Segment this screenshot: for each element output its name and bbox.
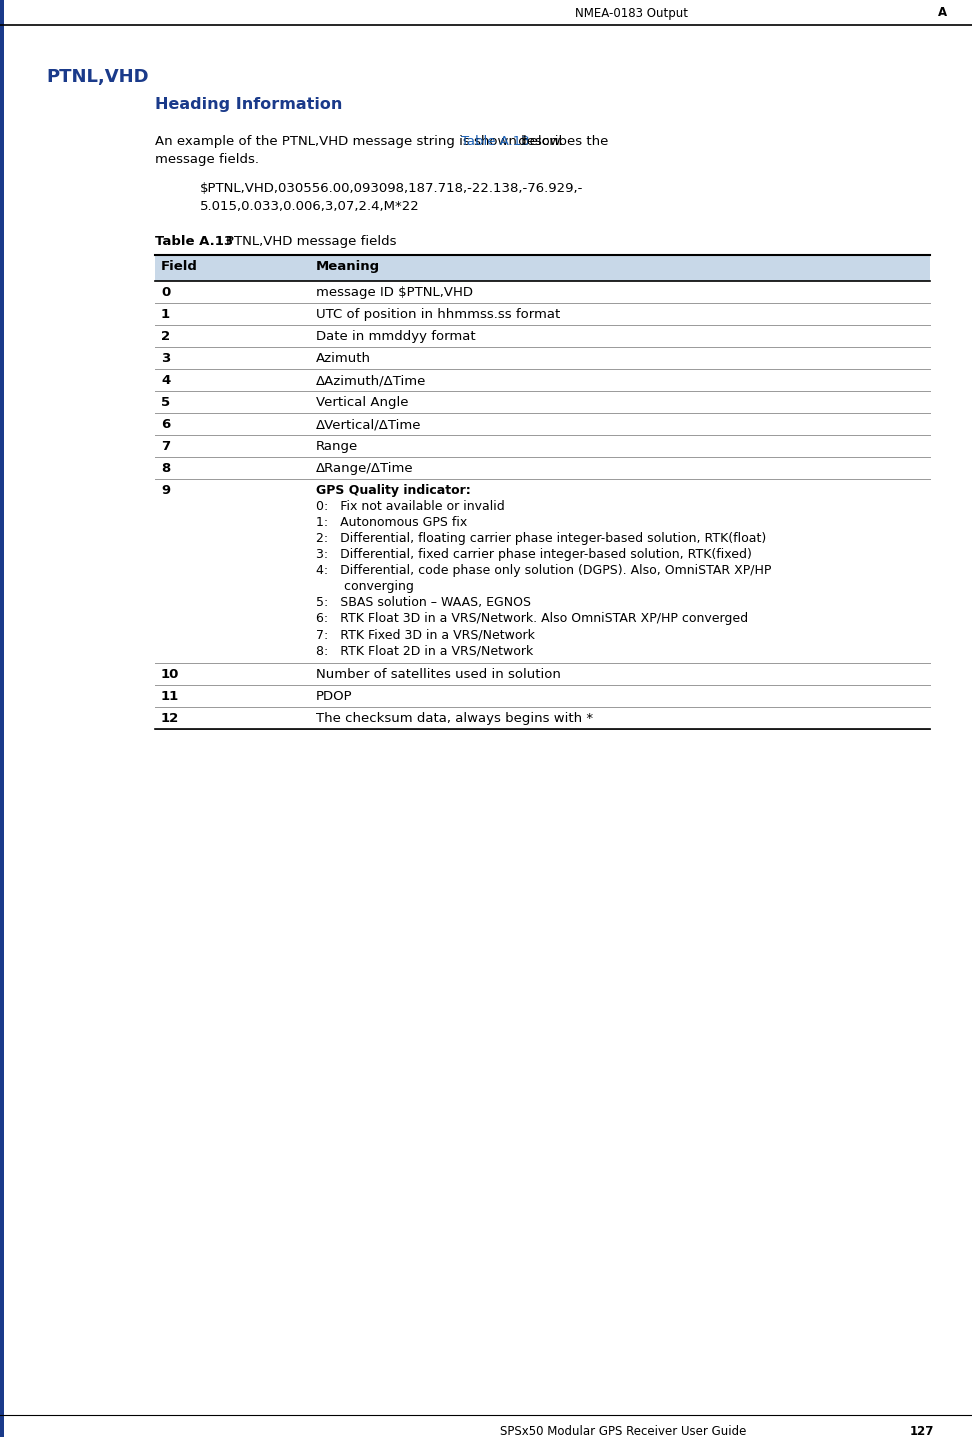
Text: UTC of position in hhmmss.ss format: UTC of position in hhmmss.ss format — [316, 308, 560, 320]
Text: 127: 127 — [910, 1426, 934, 1437]
Text: PDOP: PDOP — [316, 690, 353, 703]
Text: ΔAzimuth/ΔTime: ΔAzimuth/ΔTime — [316, 374, 427, 387]
Text: Date in mmddyy format: Date in mmddyy format — [316, 331, 475, 343]
Text: 6:   RTK Float 3D in a VRS/Network. Also OmniSTAR XP/HP converged: 6: RTK Float 3D in a VRS/Network. Also O… — [316, 612, 748, 625]
Text: Table A.13: Table A.13 — [462, 135, 530, 148]
Text: 6: 6 — [161, 418, 170, 431]
Text: 8:   RTK Float 2D in a VRS/Network: 8: RTK Float 2D in a VRS/Network — [316, 644, 534, 657]
Text: Heading Information: Heading Information — [155, 98, 342, 112]
Text: 1: 1 — [161, 308, 170, 320]
Bar — [155, 662, 930, 685]
Text: Range: Range — [316, 440, 359, 453]
Text: 5: 5 — [161, 397, 170, 410]
Bar — [155, 412, 930, 435]
Text: 4:   Differential, code phase only solution (DGPS). Also, OmniSTAR XP/HP: 4: Differential, code phase only solutio… — [316, 563, 772, 578]
Bar — [0, 0, 4, 1437]
Text: 2: 2 — [161, 331, 170, 343]
Text: ΔRange/ΔTime: ΔRange/ΔTime — [316, 463, 414, 476]
Text: message fields.: message fields. — [155, 152, 259, 167]
Bar — [155, 707, 930, 729]
Text: The checksum data, always begins with *: The checksum data, always begins with * — [316, 711, 593, 726]
Text: 5:   SBAS solution – WAAS, EGNOS: 5: SBAS solution – WAAS, EGNOS — [316, 596, 531, 609]
Text: converging: converging — [316, 581, 414, 593]
Text: PTNL,VHD: PTNL,VHD — [46, 68, 149, 86]
Bar — [155, 254, 930, 282]
Text: Table A.13: Table A.13 — [155, 236, 233, 249]
Text: 7: 7 — [161, 440, 170, 453]
Text: 2:   Differential, floating carrier phase integer-based solution, RTK(float): 2: Differential, floating carrier phase … — [316, 532, 766, 545]
Text: 7:   RTK Fixed 3D in a VRS/Network: 7: RTK Fixed 3D in a VRS/Network — [316, 628, 535, 641]
Text: Number of satellites used in solution: Number of satellites used in solution — [316, 668, 561, 681]
Text: GPS Quality indicator:: GPS Quality indicator: — [316, 484, 470, 497]
Text: 11: 11 — [161, 690, 179, 703]
Text: describes the: describes the — [514, 135, 608, 148]
Text: ΔVertical/ΔTime: ΔVertical/ΔTime — [316, 418, 422, 431]
Bar — [155, 369, 930, 391]
Text: Azimuth: Azimuth — [316, 352, 371, 365]
Bar — [155, 685, 930, 707]
Text: A: A — [938, 7, 947, 20]
Text: 0:   Fix not available or invalid: 0: Fix not available or invalid — [316, 500, 504, 513]
Text: Vertical Angle: Vertical Angle — [316, 397, 408, 410]
Bar — [155, 391, 930, 412]
Text: NMEA-0183 Output: NMEA-0183 Output — [575, 7, 688, 20]
Text: 8: 8 — [161, 463, 170, 476]
Text: 1:   Autonomous GPS fix: 1: Autonomous GPS fix — [316, 516, 468, 529]
Text: 3: 3 — [161, 352, 170, 365]
Text: Field: Field — [161, 260, 198, 273]
Bar — [155, 282, 930, 303]
Text: PTNL,VHD message fields: PTNL,VHD message fields — [209, 236, 397, 249]
Bar — [155, 479, 930, 662]
Text: 0: 0 — [161, 286, 170, 299]
Text: $PTNL,VHD,030556.00,093098,187.718,-22.138,-76.929,-: $PTNL,VHD,030556.00,093098,187.718,-22.1… — [200, 182, 583, 195]
Text: 10: 10 — [161, 668, 180, 681]
Text: SPSx50 Modular GPS Receiver User Guide: SPSx50 Modular GPS Receiver User Guide — [500, 1426, 746, 1437]
Text: 5.015,0.033,0.006,3,07,2.4,M*22: 5.015,0.033,0.006,3,07,2.4,M*22 — [200, 200, 420, 213]
Text: 12: 12 — [161, 711, 179, 726]
Text: An example of the PTNL,VHD message string is shown below.: An example of the PTNL,VHD message strin… — [155, 135, 568, 148]
Bar — [155, 346, 930, 369]
Text: message ID $PTNL,VHD: message ID $PTNL,VHD — [316, 286, 473, 299]
Text: Meaning: Meaning — [316, 260, 380, 273]
Text: 4: 4 — [161, 374, 170, 387]
Text: 3:   Differential, fixed carrier phase integer-based solution, RTK(fixed): 3: Differential, fixed carrier phase int… — [316, 547, 752, 560]
Bar — [155, 435, 930, 457]
Bar — [155, 303, 930, 325]
Bar — [155, 457, 930, 479]
Text: 9: 9 — [161, 484, 170, 497]
Bar — [155, 325, 930, 346]
